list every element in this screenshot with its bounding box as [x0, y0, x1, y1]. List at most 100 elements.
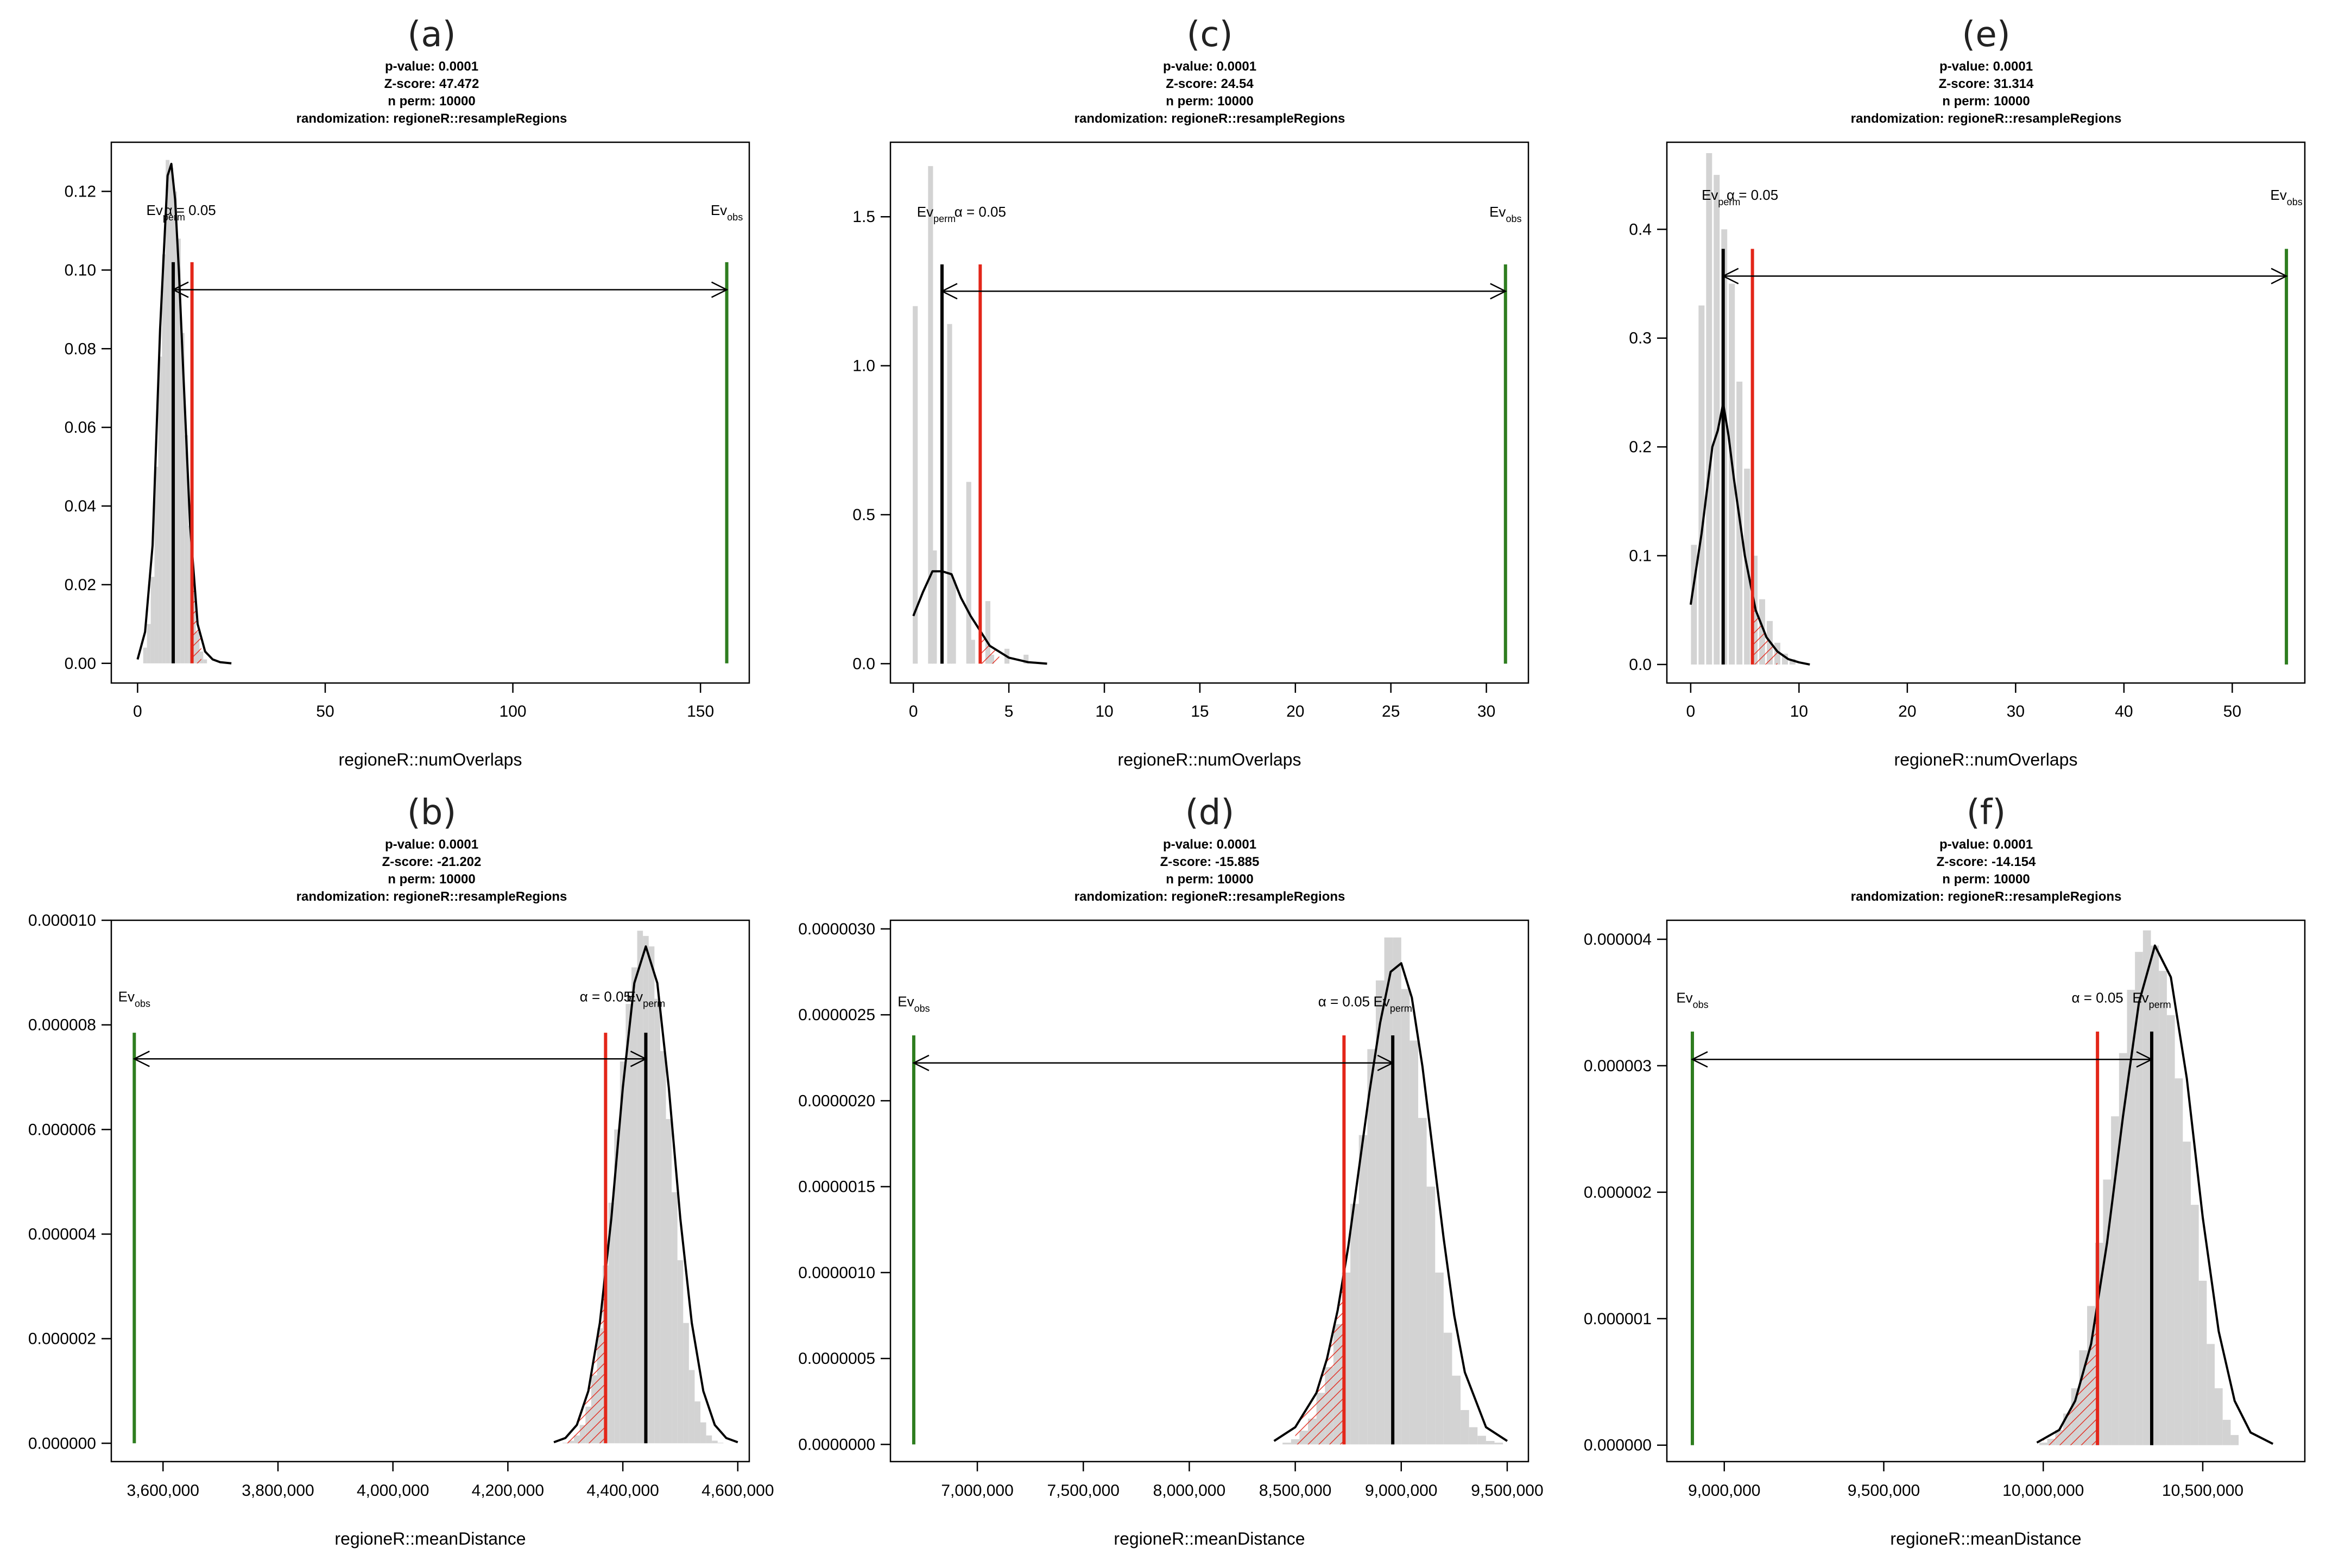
ev-obs-label: Evobs	[118, 988, 150, 1009]
hist-bar	[1781, 653, 1788, 665]
y-tick-label: 0.04	[65, 497, 96, 515]
stats-line: n perm: 10000	[1942, 872, 2030, 887]
hist-bar	[2175, 1078, 2183, 1445]
density-curve	[1689, 402, 1810, 666]
arrowhead-right	[2271, 268, 2288, 284]
y-tick-label: 0.0000020	[798, 1092, 875, 1110]
stats-line: Z-score: -15.885	[1160, 855, 1260, 869]
density-curve	[553, 945, 738, 1444]
hist-bar	[2159, 971, 2167, 1445]
hist-bar	[688, 1370, 695, 1444]
ev-obs-label-sub: obs	[727, 212, 743, 223]
ev-perm-label-sub: perm	[643, 998, 665, 1009]
stats-line: p-value: 0.0001	[1939, 59, 2033, 74]
hist-bar	[169, 168, 174, 663]
x-tick-label: 20	[1286, 703, 1304, 720]
hist-bar	[1714, 175, 1720, 665]
hist-bar	[1691, 545, 1697, 665]
arrowhead-right	[1490, 283, 1507, 300]
hist-bar	[2230, 1435, 2239, 1445]
alpha-label: α = 0.05	[1318, 993, 1370, 1009]
arrowhead-right	[2136, 1051, 2153, 1068]
x-tick-label: 3,600,000	[127, 1482, 199, 1500]
hist-bar	[2103, 1179, 2112, 1445]
hist-bar	[2215, 1388, 2223, 1445]
density-curve	[136, 162, 232, 665]
y-tick-label: 0.10	[65, 261, 96, 279]
hist-bar	[1494, 1443, 1503, 1445]
hist-bar	[158, 356, 162, 663]
hist-bar	[1375, 980, 1385, 1445]
hist-bar	[1393, 937, 1401, 1445]
y-tick-label: 0.4	[1629, 220, 1652, 238]
hist-bar	[631, 967, 637, 1444]
alpha-label: α = 0.05	[165, 202, 216, 218]
x-tick-label: 10	[1095, 703, 1113, 720]
stats-line: p-value: 0.0001	[1939, 837, 2033, 852]
x-tick-label: 9,000,000	[1688, 1482, 1760, 1500]
hist-bar	[913, 306, 918, 664]
ev-perm-label: Evperm	[1373, 993, 1412, 1014]
x-axis-label: regioneR::meanDistance	[1114, 1529, 1305, 1548]
x-tick-label: 9,500,000	[1471, 1482, 1543, 1500]
hist-bar	[706, 1435, 712, 1444]
plot-frame	[1666, 141, 2306, 684]
y-tick-label: 1.0	[852, 357, 875, 375]
y-tick-label: 0.08	[65, 340, 96, 358]
hist-bar	[143, 647, 147, 663]
hist-bar	[1469, 1427, 1478, 1445]
x-tick-label: 0	[1686, 703, 1696, 720]
hist-bar	[951, 580, 956, 664]
ev-obs-label-main: Ev	[2270, 187, 2286, 203]
hist-bar	[154, 466, 159, 663]
y-tick-label: 0.06	[65, 419, 96, 437]
ev-perm-label-main: Ev	[1373, 993, 1389, 1009]
x-tick-label: 5	[1004, 703, 1014, 720]
hist-bar	[1789, 659, 1796, 665]
ev-obs-label: Evobs	[897, 993, 930, 1014]
plot-frame	[889, 141, 1529, 684]
hist-bar	[2207, 1344, 2215, 1445]
x-tick-label: 9,000,000	[1365, 1482, 1437, 1500]
hist-bar	[2222, 1420, 2231, 1445]
y-tick-label: 0.0000010	[798, 1264, 875, 1282]
arrowhead-right	[630, 1051, 648, 1067]
ev-perm-label-main: Ev	[2132, 989, 2148, 1006]
hist-bar	[625, 1004, 631, 1444]
y-tick-label: 0.0000015	[798, 1178, 875, 1196]
ev-obs-label-sub: obs	[2287, 197, 2303, 207]
tail-hatch	[192, 550, 201, 663]
y-tick-label: 0.000000	[1584, 1437, 1652, 1455]
panel-letter: (f)	[1967, 793, 2006, 833]
stats-line: n perm: 10000	[1166, 872, 1253, 887]
arrowhead-left	[940, 283, 958, 300]
hist-bar	[637, 931, 643, 1444]
tail-hatch	[2043, 1303, 2098, 1445]
hist-bar	[150, 577, 155, 663]
y-tick-label: 0.0	[852, 655, 875, 673]
ev-obs-label-main: Ev	[897, 993, 914, 1009]
hist-bar	[677, 1260, 684, 1444]
hist-bar	[203, 659, 207, 663]
hist-bar	[947, 324, 952, 664]
x-tick-label: 25	[1382, 703, 1400, 720]
x-tick-label: 8,500,000	[1259, 1482, 1331, 1500]
hist-bar	[147, 624, 151, 663]
hist-bar	[1486, 1441, 1495, 1445]
y-tick-label: 0.000008	[28, 1016, 96, 1034]
hist-bar	[614, 1129, 620, 1444]
hist-bar	[928, 166, 933, 664]
ev-perm-label-sub: perm	[933, 213, 956, 224]
hist-bar	[188, 526, 192, 663]
y-tick-label: 0.000004	[28, 1225, 96, 1243]
panel-a: (a) p-value: 0.0001 Z-score: 47.472 n perm:…	[65, 15, 750, 769]
hist-bar	[1698, 305, 1705, 665]
ev-perm-label-sub: perm	[163, 212, 185, 223]
stats-line: Z-score: -21.202	[382, 855, 482, 869]
y-tick-label: 0.0000030	[798, 920, 875, 938]
arrowhead-right	[711, 281, 729, 298]
panel-d: (d) p-value: 0.0001 Z-score: -15.885 n perm…	[798, 793, 1544, 1548]
hist-bar	[2119, 1053, 2127, 1445]
y-tick-label: 0.1	[1629, 547, 1652, 565]
hist-bar	[199, 652, 204, 663]
